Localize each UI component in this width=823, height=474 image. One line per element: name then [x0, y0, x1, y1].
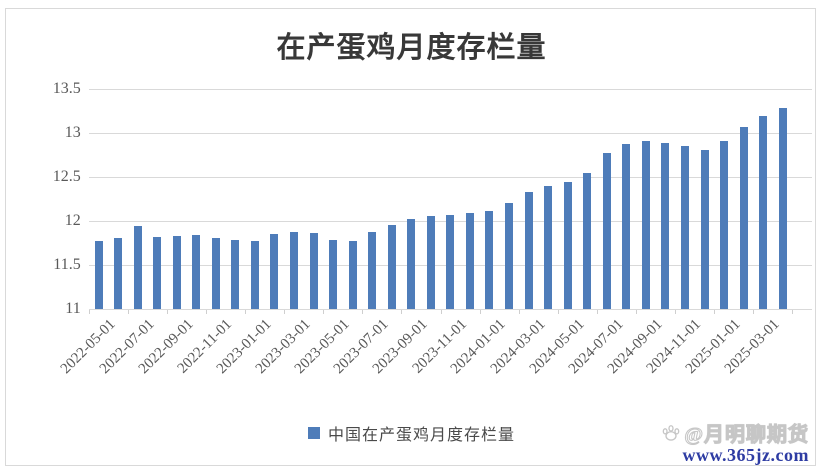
watermark-handle: @月明聊期货	[684, 424, 809, 446]
y-axis-tick-label: 13	[64, 124, 81, 141]
bar-2024-03-01	[524, 192, 533, 309]
bar-2024-10-01	[661, 142, 670, 309]
bar-2022-06-01	[114, 237, 122, 309]
bar-2023-09-01	[407, 219, 416, 309]
x-axis-tick	[518, 310, 520, 314]
x-axis-tick	[245, 310, 247, 314]
x-axis-tick	[714, 310, 716, 314]
bar-2023-05-01	[329, 239, 338, 309]
bar-2022-08-01	[153, 236, 162, 309]
bar-2025-03-01	[759, 116, 768, 309]
x-axis-tick	[792, 310, 794, 314]
bar-2024-02-01	[505, 203, 513, 309]
bar-2022-11-01	[211, 237, 220, 309]
legend-label: 中国在产蛋鸡月度存栏量	[327, 427, 515, 444]
bar-2022-07-01	[133, 226, 142, 309]
x-axis-tick	[401, 310, 403, 314]
y-axis-tick-label: 12.5	[52, 168, 81, 185]
y-axis-tick-label: 13.5	[52, 80, 81, 97]
x-axis-tick	[596, 310, 598, 314]
bar-2025-01-01	[720, 140, 728, 309]
bar-2022-05-01	[94, 241, 103, 309]
bar-2025-04-01	[778, 108, 787, 309]
gridline	[88, 133, 812, 134]
bar-2024-11-01	[680, 146, 689, 309]
watermark-url: www.365jz.com	[682, 445, 809, 465]
x-axis-tick	[479, 310, 481, 314]
chart-title: 在产蛋鸡月度存栏量	[276, 32, 547, 64]
gridline	[88, 309, 812, 310]
bar-2024-01-01	[485, 211, 494, 309]
y-axis-tick-label: 11.5	[53, 256, 81, 273]
bar-2024-04-01	[544, 185, 553, 309]
x-axis-tick	[675, 310, 677, 314]
bar-2023-03-01	[290, 231, 298, 309]
bar-2023-12-01	[465, 213, 474, 309]
x-axis-tick	[636, 310, 638, 314]
bar-2024-09-01	[641, 140, 650, 309]
legend-swatch	[307, 427, 320, 439]
gridline	[88, 89, 812, 90]
x-axis-tick	[323, 310, 325, 314]
x-axis-tick	[753, 310, 755, 314]
x-axis-tick	[557, 310, 559, 314]
baidu-paw-icon	[661, 423, 681, 448]
bar-2023-01-01	[250, 241, 259, 309]
y-axis-tick-label: 12	[64, 212, 81, 229]
bar-2023-02-01	[270, 234, 279, 309]
bar-2025-02-01	[739, 126, 748, 309]
bar-2023-10-01	[426, 215, 435, 309]
bar-2023-07-01	[368, 232, 377, 309]
y-axis-tick-label: 11	[65, 300, 81, 317]
x-axis-tick	[284, 310, 286, 314]
x-axis-tick	[166, 310, 168, 314]
bar-2023-08-01	[387, 224, 396, 309]
bar-2024-07-01	[602, 153, 611, 309]
x-axis-tick	[127, 310, 129, 314]
x-axis-tick	[440, 310, 442, 314]
x-axis-tick	[362, 310, 364, 314]
bar-2022-10-01	[192, 235, 201, 309]
bar-2022-12-01	[231, 239, 240, 309]
bar-2024-06-01	[583, 172, 592, 309]
bar-2024-08-01	[622, 143, 631, 309]
gridline	[88, 177, 812, 178]
bar-2022-09-01	[172, 236, 181, 309]
bar-2023-11-01	[446, 214, 455, 309]
bar-2023-06-01	[348, 241, 357, 309]
watermark: @月明聊期货 www.365jz.com	[661, 423, 809, 465]
bar-2024-12-01	[700, 149, 709, 309]
bar-2023-04-01	[309, 233, 318, 309]
legend: 中国在产蛋鸡月度存栏量	[0, 422, 823, 444]
bar-2024-05-01	[563, 182, 572, 309]
x-axis-tick	[88, 310, 90, 314]
x-axis-tick	[205, 310, 207, 314]
